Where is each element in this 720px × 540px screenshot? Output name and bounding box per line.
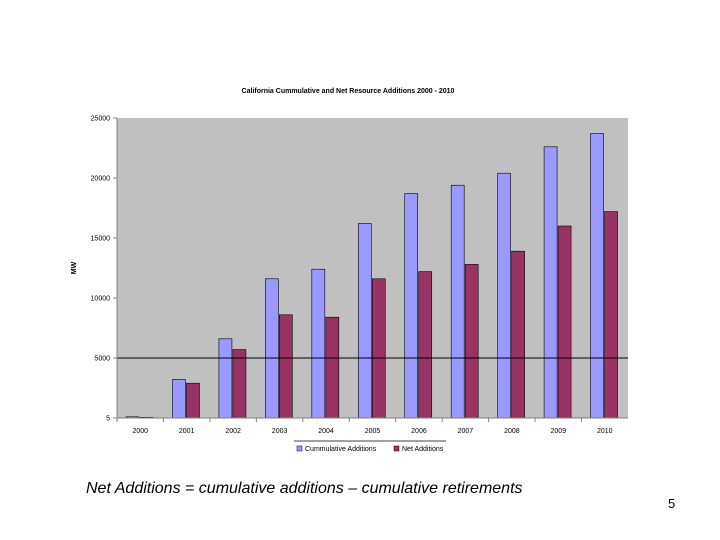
bar-net-2010: [604, 211, 618, 419]
legend-swatch-net: [393, 445, 400, 452]
x-tick-label-2010: 2010: [597, 428, 613, 435]
caption: Net Additions = cumulative additions – c…: [86, 480, 523, 497]
x-tick-label-2002: 2002: [225, 428, 241, 435]
bar-cumulative-2002: [218, 338, 233, 419]
y-tick-label: 20000: [91, 176, 111, 183]
x-tick-label-2006: 2006: [411, 428, 427, 435]
bar-cumulative-2010: [590, 133, 604, 419]
y-tick-label: 15000: [91, 236, 111, 243]
bar-cumulative-2005: [357, 223, 372, 419]
x-tick-label-2008: 2008: [504, 428, 520, 435]
bar-cumulative-2007: [450, 184, 465, 419]
bar-net-2005: [371, 278, 386, 419]
bar-net-2009: [557, 225, 572, 419]
bar-net-2006: [418, 271, 433, 419]
bar-net-2001: [186, 382, 200, 419]
y-axis-label: MW: [71, 261, 78, 274]
bar-net-2004: [325, 316, 340, 419]
legend-label-net: Net Additions: [402, 446, 444, 453]
bar-cumulative-2009: [543, 146, 558, 419]
bar-net-2008: [511, 250, 525, 419]
slide-number: 5: [668, 496, 676, 511]
bar-net-2002: [232, 349, 247, 419]
bar-net-2007: [464, 264, 479, 419]
x-tick-label-2003: 2003: [272, 428, 288, 435]
x-tick-label-2005: 2005: [365, 428, 381, 435]
bar-cumulative-2004: [311, 268, 326, 419]
x-tick-label-2004: 2004: [318, 428, 334, 435]
bar-cumulative-2006: [404, 193, 419, 419]
x-tick-label-2001: 2001: [179, 428, 195, 435]
x-tick-label-2007: 2007: [458, 428, 474, 435]
y-tick-label: 10000: [91, 296, 111, 303]
bar-cumulative-2008: [497, 172, 511, 419]
legend: Cummulative Additions Net Additions: [296, 445, 444, 453]
chart-title: California Cummulative and Net Resource …: [242, 88, 455, 95]
y-tick-label: 5: [106, 416, 110, 423]
legend-label-cumulative: Cummulative Additions: [305, 446, 377, 453]
x-tick-label-2009: 2009: [551, 428, 567, 435]
x-tick-label-2000: 2000: [132, 428, 148, 435]
bar-cumulative-2003: [265, 278, 279, 419]
bar-net-2003: [279, 314, 293, 419]
y-tick-label: 25000: [91, 116, 111, 123]
bar-cumulative-2001: [172, 379, 186, 419]
chart: California Cummulative and Net Resource …: [71, 88, 628, 453]
legend-swatch-cumulative: [296, 445, 303, 452]
y-tick-label: 5000: [94, 356, 110, 363]
